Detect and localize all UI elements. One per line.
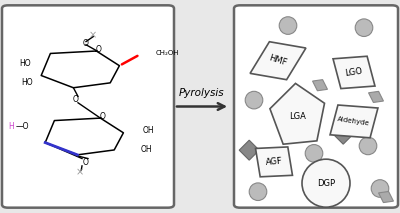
Ellipse shape	[245, 91, 263, 109]
Text: HO: HO	[22, 78, 33, 87]
Text: HO: HO	[19, 59, 31, 68]
Ellipse shape	[371, 180, 389, 197]
Text: OH: OH	[140, 145, 152, 154]
FancyBboxPatch shape	[368, 91, 384, 102]
FancyBboxPatch shape	[2, 5, 174, 208]
FancyBboxPatch shape	[378, 191, 394, 203]
Text: DGP: DGP	[317, 179, 335, 188]
Text: LGO: LGO	[344, 67, 364, 78]
Text: OH: OH	[143, 126, 154, 135]
Text: ×: ×	[76, 168, 84, 177]
Ellipse shape	[359, 137, 377, 155]
Ellipse shape	[305, 145, 323, 162]
Ellipse shape	[249, 183, 267, 200]
Polygon shape	[239, 140, 259, 160]
Text: AGF: AGF	[265, 157, 283, 167]
Text: Pyrolysis: Pyrolysis	[179, 88, 225, 98]
FancyBboxPatch shape	[312, 80, 328, 91]
Text: CH₂OH: CH₂OH	[156, 50, 179, 56]
Text: O: O	[100, 112, 106, 121]
Polygon shape	[270, 83, 324, 144]
Text: O: O	[83, 158, 89, 167]
Text: HMF: HMF	[268, 53, 288, 68]
FancyBboxPatch shape	[333, 56, 375, 89]
Text: —O: —O	[15, 122, 29, 131]
Polygon shape	[333, 124, 353, 144]
Text: H: H	[8, 122, 14, 131]
FancyBboxPatch shape	[234, 5, 398, 208]
Ellipse shape	[302, 159, 350, 207]
Text: O: O	[83, 39, 89, 47]
Text: ×: ×	[89, 30, 97, 40]
FancyBboxPatch shape	[330, 105, 378, 138]
Text: O: O	[96, 45, 102, 54]
Text: LGA: LGA	[290, 112, 306, 121]
Text: O: O	[73, 95, 79, 104]
FancyBboxPatch shape	[250, 42, 306, 80]
FancyBboxPatch shape	[256, 147, 292, 177]
Ellipse shape	[355, 19, 373, 36]
Ellipse shape	[279, 17, 297, 34]
Text: Aldehyde: Aldehyde	[338, 116, 370, 127]
